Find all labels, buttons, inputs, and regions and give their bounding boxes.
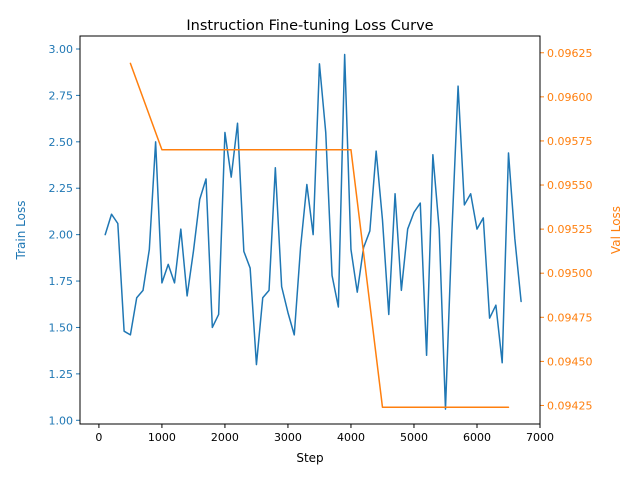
x-axis-label: Step [296,451,323,465]
right-y-tick-label: 0.09625 [547,47,593,60]
right-y-tick-label: 0.09525 [547,223,593,236]
left-y-tick-label: 1.75 [49,275,74,288]
plot-frame [79,35,541,425]
x-tick-label: 7000 [526,431,554,444]
left-y-axis: 1.00 1.25 1.50 1.75 2.00 2.25 2.50 2.75 3.00 [49,43,80,427]
left-y-tick-label: 1.25 [49,368,74,381]
x-tick-label: 2000 [211,431,239,444]
x-tick-label: 6000 [463,431,491,444]
left-y-tick-label: 1.50 [49,321,74,334]
right-y-tick-label: 0.09600 [547,91,593,104]
left-y-tick-label: 2.25 [49,182,74,195]
right-y-axis-label: Val Loss [609,206,623,254]
right-y-tick-label: 0.09425 [547,399,593,412]
x-tick-label: 0 [95,431,102,444]
right-y-axis: 0.09425 0.09450 0.09475 0.09500 0.09525 0.095… [540,47,593,412]
x-axis: 0 1000 2000 3000 4000 5000 6000 7000 [95,424,554,444]
val-loss-line [129,62,510,408]
left-y-tick-label: 3.00 [49,43,74,56]
x-tick-label: 5000 [400,431,428,444]
plot-area [104,53,522,410]
right-y-tick-label: 0.09450 [547,355,593,368]
x-tick-label: 4000 [337,431,365,444]
right-y-tick-label: 0.09550 [547,179,593,192]
right-y-tick-label: 0.09575 [547,135,593,148]
left-y-tick-label: 2.50 [49,136,74,149]
left-y-tick-label: 2.00 [49,229,74,242]
train-loss-line [104,53,522,410]
left-y-axis-label: Train Loss [14,201,28,261]
right-y-tick-label: 0.09500 [547,267,593,280]
left-y-tick-label: 2.75 [49,89,74,102]
chart-title: Instruction Fine-tuning Loss Curve [186,18,433,34]
x-tick-label: 1000 [148,431,176,444]
left-y-tick-label: 1.00 [49,414,74,427]
right-y-tick-label: 0.09475 [547,311,593,324]
x-tick-label: 3000 [274,431,302,444]
